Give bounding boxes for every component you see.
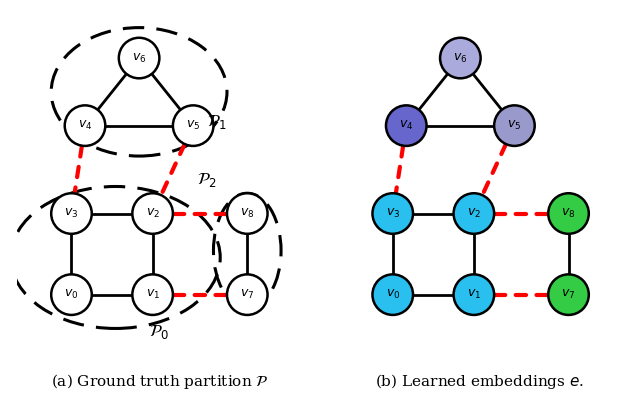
- Text: $v_{2}$: $v_{2}$: [467, 207, 481, 220]
- Text: $v_{8}$: $v_{8}$: [561, 207, 576, 220]
- Text: $v_{5}$: $v_{5}$: [186, 119, 200, 132]
- Text: (a) Ground truth partition $\mathcal{P}$: (a) Ground truth partition $\mathcal{P}$: [51, 372, 269, 391]
- Text: $v_{3}$: $v_{3}$: [65, 207, 79, 220]
- Text: $v_{0}$: $v_{0}$: [385, 288, 400, 301]
- Circle shape: [65, 105, 106, 146]
- Text: $v_{3}$: $v_{3}$: [386, 207, 400, 220]
- Circle shape: [51, 193, 92, 234]
- Circle shape: [494, 105, 534, 146]
- Text: $\mathcal{P}_1$: $\mathcal{P}_1$: [207, 113, 227, 131]
- Text: $v_{2}$: $v_{2}$: [146, 207, 159, 220]
- Text: $v_{6}$: $v_{6}$: [132, 51, 147, 65]
- Circle shape: [173, 105, 214, 146]
- Text: $v_{4}$: $v_{4}$: [78, 119, 92, 132]
- Text: $v_{4}$: $v_{4}$: [399, 119, 413, 132]
- Circle shape: [227, 275, 268, 315]
- Circle shape: [548, 275, 589, 315]
- Text: $v_{6}$: $v_{6}$: [453, 51, 468, 65]
- Text: $\mathcal{P}_0$: $\mathcal{P}_0$: [149, 323, 170, 341]
- Text: $v_{1}$: $v_{1}$: [145, 288, 160, 301]
- Text: $v_{0}$: $v_{0}$: [64, 288, 79, 301]
- Circle shape: [440, 38, 481, 78]
- Text: $v_{5}$: $v_{5}$: [508, 119, 522, 132]
- Text: (b) Learned embeddings $e$.: (b) Learned embeddings $e$.: [376, 372, 584, 391]
- Circle shape: [227, 193, 268, 234]
- Circle shape: [548, 193, 589, 234]
- Circle shape: [132, 275, 173, 315]
- Circle shape: [386, 105, 426, 146]
- Text: $v_{7}$: $v_{7}$: [561, 288, 575, 301]
- Text: $\mathcal{P}_2$: $\mathcal{P}_2$: [197, 171, 216, 189]
- Text: $v_{1}$: $v_{1}$: [467, 288, 481, 301]
- Circle shape: [454, 193, 494, 234]
- Text: $v_{8}$: $v_{8}$: [240, 207, 255, 220]
- Circle shape: [132, 193, 173, 234]
- Circle shape: [454, 275, 494, 315]
- Circle shape: [51, 275, 92, 315]
- Circle shape: [372, 193, 413, 234]
- Circle shape: [372, 275, 413, 315]
- Circle shape: [119, 38, 159, 78]
- Text: $v_{7}$: $v_{7}$: [240, 288, 254, 301]
